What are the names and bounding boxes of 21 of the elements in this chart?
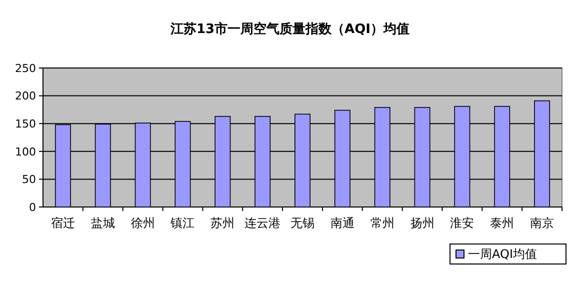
y-tick-label: 100 [15, 145, 36, 158]
legend-label: 一周AQI均值 [468, 247, 537, 262]
x-tick-label: 淮安 [450, 216, 474, 230]
x-tick-label: 泰州 [490, 216, 514, 230]
x-tick-label: 南京 [530, 216, 554, 230]
x-tick-label: 苏州 [210, 216, 235, 230]
x-tick-label: 盐城 [90, 216, 115, 230]
y-tick-label: 200 [15, 90, 36, 103]
y-tick-label: 0 [29, 200, 36, 214]
x-tick-label: 南通 [330, 216, 354, 230]
x-tick-label: 徐州 [130, 216, 155, 230]
x-tick-label: 镇江 [170, 216, 195, 230]
y-tick-label: 250 [15, 62, 36, 75]
y-tick-label: 150 [15, 117, 36, 130]
x-tick-label: 宿迁 [50, 216, 75, 230]
x-tick-label: 扬州 [410, 216, 434, 230]
x-tick-label: 连云港 [244, 216, 281, 230]
y-tick-label: 50 [22, 173, 36, 186]
x-tick-label: 无锡 [290, 216, 314, 230]
chart-title: 江苏13市一周空气质量指数（AQI）均值 [169, 21, 410, 37]
x-tick-label: 常州 [370, 216, 394, 230]
